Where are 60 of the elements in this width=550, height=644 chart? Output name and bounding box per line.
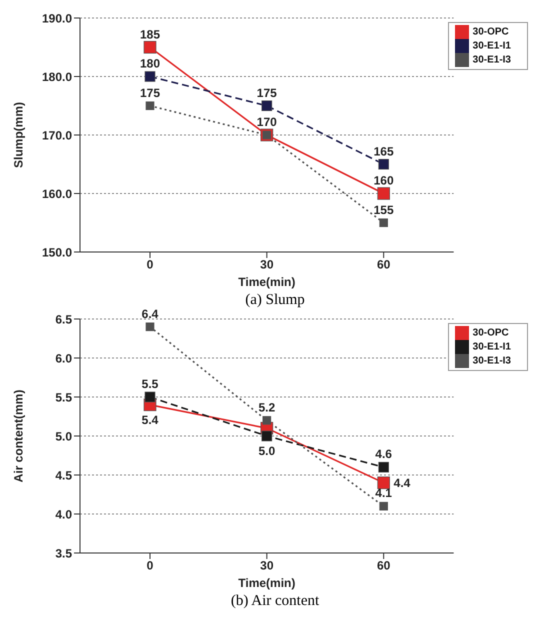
y-axis-title: Air content(mm): [11, 390, 26, 482]
data-label: 6.4: [142, 306, 159, 321]
data-label: 185: [140, 27, 160, 42]
x-tick-label: 60: [376, 558, 391, 573]
data-label: 155: [374, 202, 394, 217]
x-tick-label: 0: [146, 258, 154, 272]
point: [262, 416, 272, 425]
y-tick-label: 180.0: [42, 70, 72, 84]
text: (a) Slump: [245, 292, 305, 308]
legend-label: 30-OPC: [472, 26, 509, 38]
point: [262, 430, 272, 442]
y-tick-label: 160.0: [42, 186, 72, 201]
data-label: 165: [374, 144, 394, 158]
y-tick-label: 4.0: [55, 507, 72, 522]
y-tick-label: 3.5: [55, 546, 72, 560]
point: [379, 502, 388, 510]
y-tick-label: 150.0: [42, 245, 72, 260]
data-label: 4.6: [375, 447, 392, 462]
legend-label: 30-E1-I3: [472, 356, 511, 367]
legend-label: 30-OPC: [472, 328, 509, 339]
legend-label: 30-E1-I1: [472, 40, 511, 52]
y-tick-label: 5.0: [55, 429, 72, 444]
x-tick-label: 60: [376, 258, 391, 272]
y-tick-label: 5.5: [55, 390, 72, 404]
y-axis-title: Slump(mm): [11, 102, 26, 168]
data-label: 175: [256, 86, 278, 100]
point: [262, 100, 272, 112]
x-tick-label: 30: [260, 258, 274, 272]
point: [378, 158, 389, 170]
data-label: 5.0: [258, 444, 276, 458]
data-label: 180: [140, 56, 160, 70]
data-label: 5.5: [142, 377, 159, 391]
y-tick-label: 6.0: [55, 351, 72, 366]
point: [144, 40, 156, 54]
data-label: 5.2: [258, 400, 276, 414]
point: [378, 462, 389, 472]
point: [144, 392, 156, 402]
y-tick-label: 190.0: [42, 11, 72, 26]
legend-label: 30-E1-I3: [472, 54, 511, 66]
text: (b) Air content: [230, 593, 320, 610]
point: [377, 476, 390, 490]
legend-label: 30-E1-I1: [472, 342, 511, 353]
point: [146, 101, 154, 110]
y-tick-label: 4.5: [55, 468, 72, 482]
x-tick-label: 0: [146, 558, 154, 573]
data-label: 4.4: [394, 476, 411, 490]
data-label: 175: [140, 86, 160, 100]
point: [144, 71, 156, 82]
point: [377, 187, 390, 200]
data-label: 4.1: [375, 486, 392, 500]
point: [146, 322, 154, 332]
data-label: 5.4: [142, 412, 159, 427]
data-label: 170: [256, 115, 278, 129]
y-tick-label: 170.0: [42, 128, 72, 142]
x-tick-label: 30: [260, 558, 274, 573]
data-label: 160: [374, 174, 394, 188]
x-axis-title: Time(min): [238, 576, 296, 590]
x-axis-title: Time(min): [238, 275, 296, 289]
point: [379, 218, 388, 228]
y-tick-label: 6.5: [55, 312, 72, 326]
